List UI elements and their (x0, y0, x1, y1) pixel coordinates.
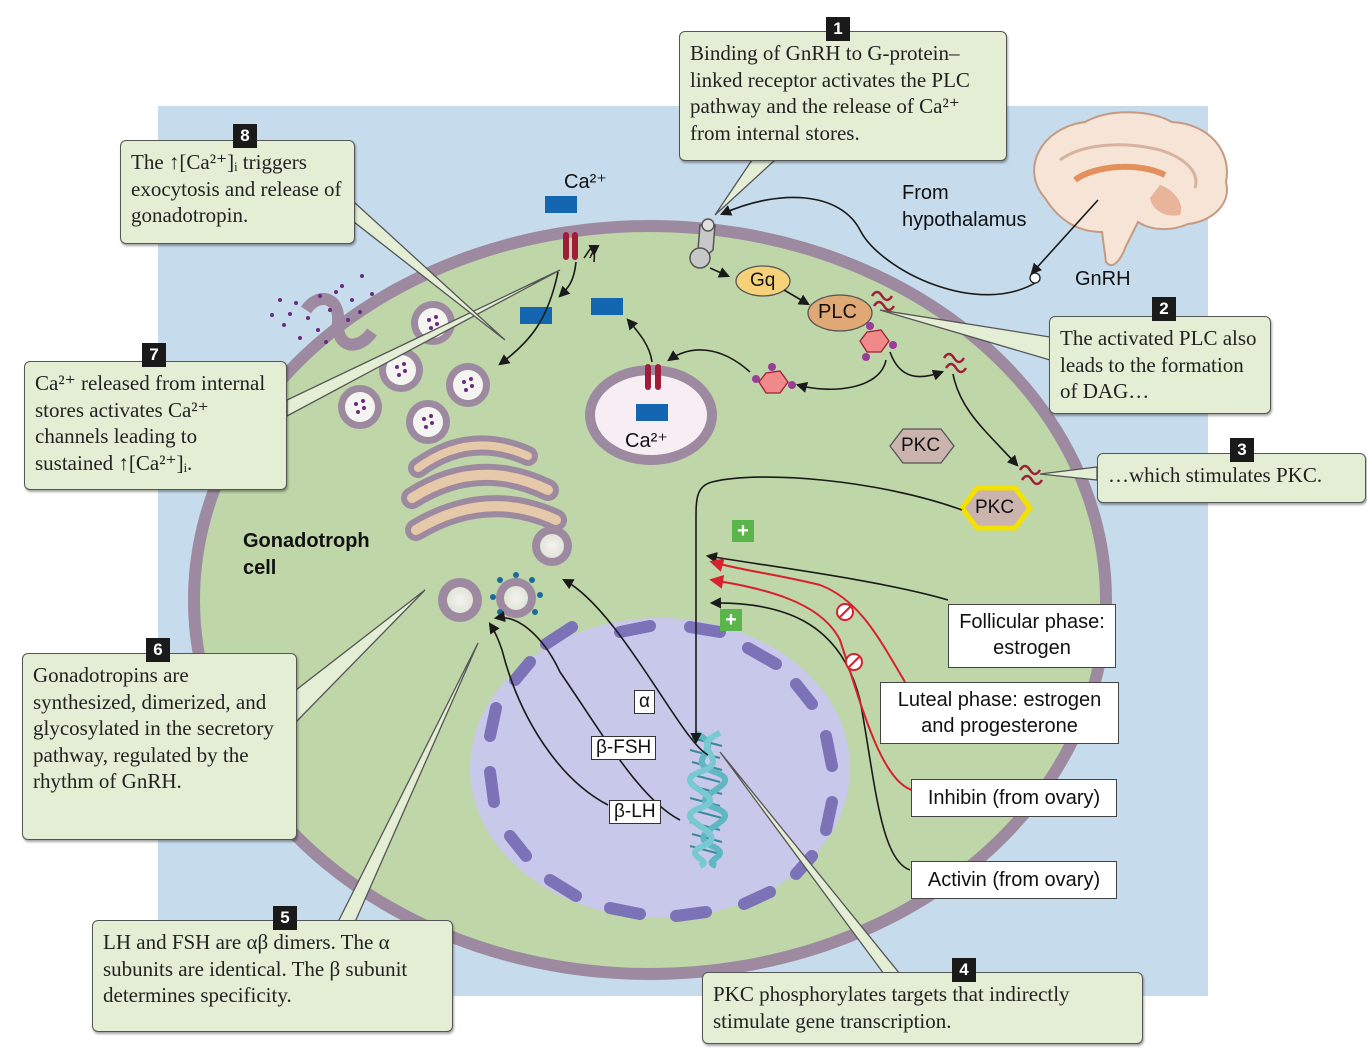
alpha-gene-label: α (634, 690, 655, 714)
callout-7-store-release: Ca²⁺ released from internal stores activ… (24, 361, 287, 490)
dna-helix (686, 730, 729, 869)
stimulate-marker-1: + (732, 520, 754, 542)
pkc-active (958, 485, 1034, 531)
ca-ion-inside-left (520, 307, 552, 324)
step-number-1: 1 (826, 17, 850, 41)
gq-label: Gq (750, 270, 776, 291)
activin-box: Activin (from ovary) (911, 861, 1117, 899)
membrane-ca-channel (563, 232, 578, 260)
vesicle-granules (354, 315, 474, 429)
callout-pointers (286, 159, 1098, 975)
callout-5-dimers: LH and FSH are αβ dimers. The α subunits… (92, 920, 453, 1032)
nuclear-envelope (484, 620, 838, 922)
step-number-8: 8 (233, 124, 257, 148)
step-number-6: 6 (146, 638, 170, 662)
cell-name-label: Gonadotroph cell (243, 530, 370, 579)
pkc-inactive (889, 428, 955, 464)
secreted-granules (270, 274, 374, 344)
step-number-4: 4 (952, 958, 976, 982)
callout-8-exocytosis: The ↑[Ca²⁺]ᵢ triggers exocytosis and rel… (120, 140, 355, 244)
gq-protein (735, 265, 791, 297)
callout-1-gnrh-binding: Binding of GnRH to G-protein–linked rece… (679, 31, 1007, 161)
beta-fsh-gene-label: β-FSH (591, 736, 657, 760)
brain-illustration (1033, 111, 1228, 267)
luteal-estrogen-progesterone-box: Luteal phase: estrogen and progesterone (880, 682, 1119, 744)
step-number-7: 7 (142, 343, 166, 367)
hypothalamus-label: From hypothalamus (902, 182, 1027, 231)
ca-top-label: Ca²⁺ (564, 171, 607, 193)
dag-lipid (870, 290, 1044, 486)
pkc-inactive-label: PKC (901, 435, 941, 456)
inhibin-box: Inhibin (from ovary) (911, 779, 1117, 817)
plc-label: PLC (818, 301, 857, 323)
exocytosis-pocket (301, 293, 377, 351)
ip3-molecule-2 (752, 363, 796, 394)
gnrh-receptor (689, 218, 716, 269)
stimulate-marker-2: + (720, 609, 742, 631)
pkc-active-label: PKC (975, 497, 1015, 518)
golgi-apparatus (401, 435, 567, 541)
gnrh-molecule (1029, 272, 1041, 284)
step-number-2: 2 (1152, 297, 1176, 321)
gnrh-label: GnRH (1075, 268, 1131, 290)
ca-store-label: Ca²⁺ (625, 430, 668, 452)
ip3-molecule-1 (859, 322, 897, 361)
callout-2-dag-formation: The activated PLC also leads to the form… (1049, 316, 1271, 414)
callout-6-synthesis: Gonadotropins are synthesized, dimerized… (22, 653, 297, 840)
store-ca-ion (636, 404, 668, 421)
step-number-5: 5 (273, 906, 297, 930)
inhibit-symbols (836, 603, 863, 671)
inhibition-arrows (709, 558, 913, 791)
gonadotropin-vesicles (438, 526, 572, 622)
follicular-estrogen-box: Follicular phase: estrogen (948, 604, 1116, 668)
beta-lh-gene-label: β-LH (609, 800, 661, 824)
pathway-arrows (488, 196, 1099, 871)
ca-ion-outside (545, 196, 577, 213)
callout-4-gene-transcription: PKC phosphorylates targets that indirect… (702, 972, 1143, 1044)
step-number-3: 3 (1230, 438, 1254, 462)
store-ca-channel (645, 364, 661, 390)
plc-enzyme (807, 294, 873, 332)
nucleus (470, 618, 850, 918)
ca-ion-inside-right (591, 298, 623, 315)
